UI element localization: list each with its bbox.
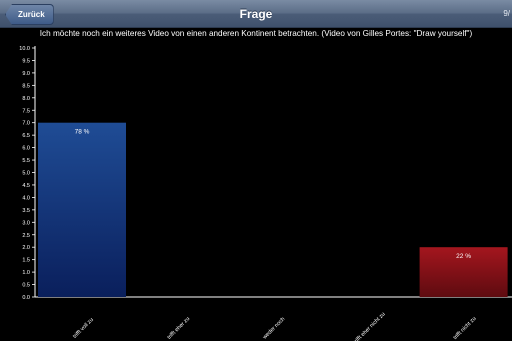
y-tick-label: 3.5	[22, 208, 30, 214]
y-tick-label: 8.5	[22, 83, 30, 89]
y-tick-label: 2.5	[22, 233, 30, 239]
category-label: trifft voll zu	[72, 317, 95, 340]
category-label: trifft eher nicht zu	[353, 311, 387, 341]
category-label: trifft eher zu	[166, 316, 191, 341]
question-text: Ich möchte noch ein weiteres Video von e…	[39, 29, 473, 38]
y-tick-label: 0.0	[22, 295, 30, 301]
category-label: trifft nicht zu	[452, 316, 477, 341]
y-tick-label: 6.0	[22, 146, 30, 152]
y-tick-label: 7.5	[22, 108, 30, 114]
y-tick-label: 1.5	[22, 258, 30, 264]
data-label: 22 %	[456, 253, 471, 260]
back-button[interactable]: Zurück	[5, 4, 54, 25]
bar-4	[419, 247, 508, 297]
y-tick-label: 5.0	[22, 171, 30, 177]
data-label: 78 %	[75, 129, 90, 136]
y-tick-label: 1.0	[22, 270, 30, 276]
page-counter: 9/	[503, 9, 510, 18]
navigation-bar: Zurück Frage 9/	[0, 0, 512, 28]
y-tick-label: 9.5	[22, 58, 30, 64]
y-tick-label: 4.5	[22, 183, 30, 189]
y-tick-label: 5.5	[22, 158, 30, 164]
y-tick-label: 10.0	[19, 46, 30, 52]
bar-0	[38, 122, 126, 297]
y-tick-label: 3.0	[22, 220, 30, 226]
y-tick-label: 0.5	[22, 283, 30, 289]
y-tick-label: 8.0	[22, 96, 30, 102]
y-tick-label: 6.5	[22, 133, 30, 139]
y-tick-label: 2.0	[22, 245, 30, 251]
category-label: weder noch	[261, 316, 286, 341]
y-tick-label: 4.0	[22, 195, 30, 201]
nav-title: Frage	[239, 7, 273, 21]
y-tick-label: 9.0	[22, 71, 30, 77]
y-tick-label: 7.0	[22, 121, 30, 127]
